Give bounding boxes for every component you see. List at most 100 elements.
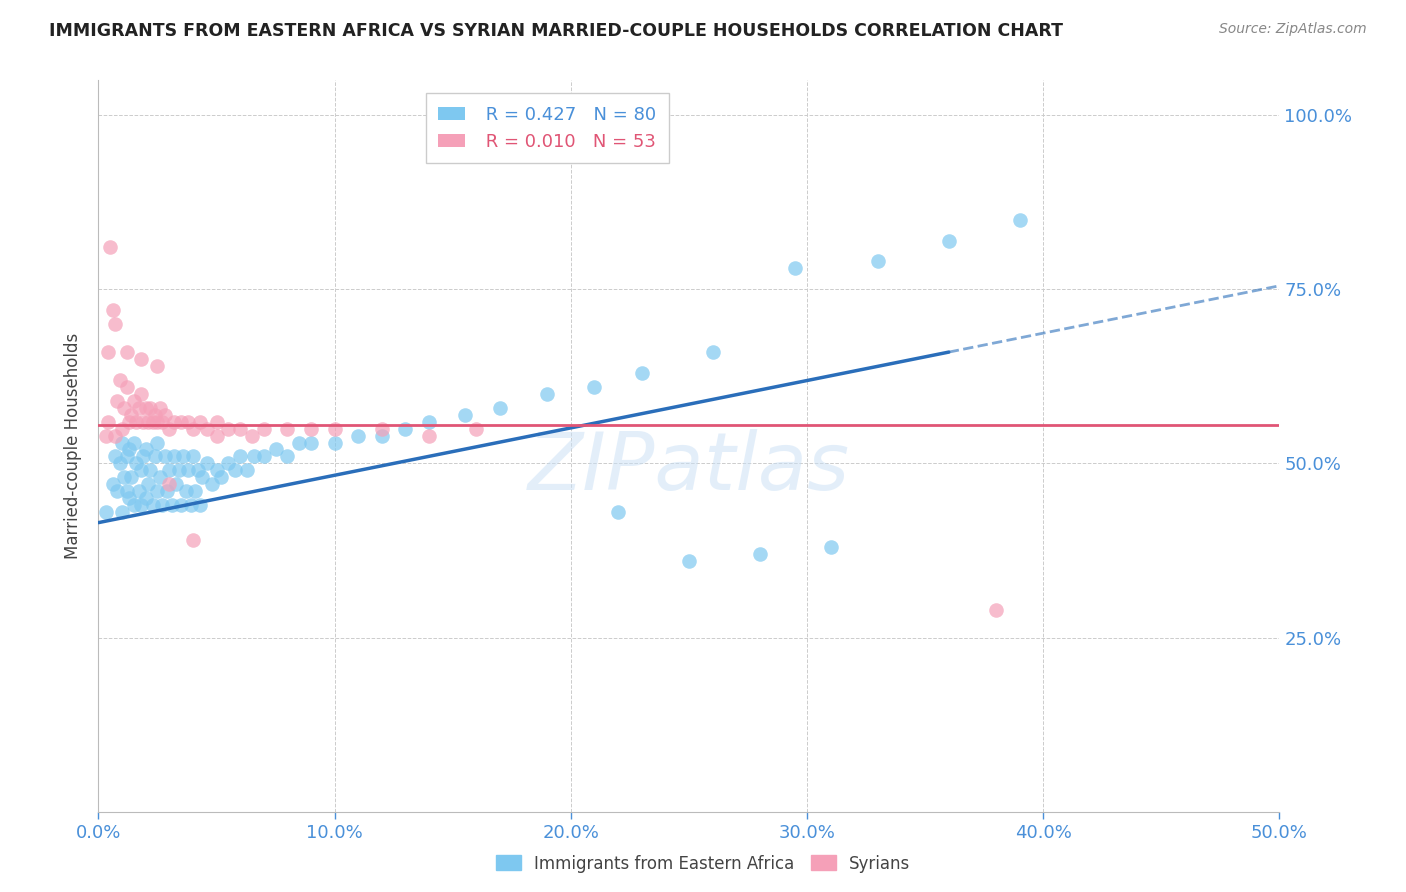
Point bbox=[299, 421, 322, 435]
Point bbox=[129, 386, 152, 401]
Point bbox=[132, 415, 155, 429]
Point bbox=[243, 450, 266, 464]
Point bbox=[139, 401, 162, 415]
Point bbox=[118, 491, 141, 506]
Point bbox=[108, 457, 131, 471]
Point bbox=[371, 421, 394, 435]
Point bbox=[143, 450, 166, 464]
Point bbox=[135, 401, 157, 415]
Point bbox=[188, 498, 211, 512]
Point bbox=[157, 463, 180, 477]
Point bbox=[98, 240, 121, 254]
Point bbox=[156, 484, 179, 499]
Point bbox=[153, 450, 176, 464]
Point bbox=[135, 442, 157, 457]
Legend:  R = 0.427   N = 80,  R = 0.010   N = 53: R = 0.427 N = 80, R = 0.010 N = 53 bbox=[426, 93, 669, 163]
Point bbox=[229, 450, 252, 464]
Point bbox=[170, 498, 193, 512]
Point bbox=[181, 533, 204, 547]
Point bbox=[240, 428, 263, 442]
Point bbox=[748, 547, 770, 561]
Point bbox=[146, 415, 169, 429]
Point bbox=[187, 463, 209, 477]
Text: ZIPatlas: ZIPatlas bbox=[527, 429, 851, 507]
Point bbox=[118, 415, 141, 429]
Point bbox=[125, 457, 148, 471]
Point bbox=[217, 457, 239, 471]
Point bbox=[101, 477, 124, 491]
Point bbox=[165, 477, 187, 491]
Point bbox=[118, 442, 141, 457]
Point bbox=[299, 435, 322, 450]
Point bbox=[115, 484, 138, 499]
Point bbox=[188, 415, 211, 429]
Point bbox=[264, 442, 287, 457]
Point bbox=[105, 484, 128, 499]
Point bbox=[132, 450, 155, 464]
Point bbox=[129, 351, 152, 366]
Point bbox=[1008, 212, 1031, 227]
Point bbox=[288, 435, 311, 450]
Point bbox=[536, 386, 558, 401]
Point bbox=[191, 470, 214, 484]
Point bbox=[276, 421, 298, 435]
Point bbox=[139, 463, 162, 477]
Point bbox=[146, 359, 169, 373]
Point bbox=[678, 554, 700, 568]
Point bbox=[97, 415, 120, 429]
Point bbox=[136, 415, 159, 429]
Point bbox=[181, 450, 204, 464]
Point bbox=[195, 421, 218, 435]
Point bbox=[122, 498, 145, 512]
Point bbox=[115, 380, 138, 394]
Point bbox=[135, 491, 157, 506]
Point bbox=[224, 463, 246, 477]
Point bbox=[146, 435, 169, 450]
Point bbox=[115, 450, 138, 464]
Point bbox=[104, 450, 127, 464]
Legend: Immigrants from Eastern Africa, Syrians: Immigrants from Eastern Africa, Syrians bbox=[489, 848, 917, 880]
Point bbox=[149, 470, 172, 484]
Point bbox=[465, 421, 488, 435]
Point bbox=[121, 408, 143, 422]
Point bbox=[146, 484, 169, 499]
Point bbox=[112, 401, 135, 415]
Point bbox=[785, 261, 807, 276]
Point bbox=[128, 401, 150, 415]
Point bbox=[174, 484, 197, 499]
Point bbox=[583, 380, 606, 394]
Point bbox=[108, 373, 131, 387]
Point bbox=[136, 477, 159, 491]
Point bbox=[111, 435, 134, 450]
Point bbox=[172, 450, 194, 464]
Point bbox=[205, 428, 228, 442]
Point bbox=[105, 393, 128, 408]
Point bbox=[938, 234, 960, 248]
Point bbox=[111, 505, 134, 519]
Point bbox=[630, 366, 652, 380]
Point bbox=[143, 408, 166, 422]
Point bbox=[418, 428, 440, 442]
Point bbox=[157, 477, 180, 491]
Point bbox=[157, 421, 180, 435]
Point bbox=[217, 421, 239, 435]
Point bbox=[94, 505, 117, 519]
Point bbox=[150, 415, 173, 429]
Point bbox=[181, 421, 204, 435]
Point bbox=[149, 401, 172, 415]
Point bbox=[253, 421, 276, 435]
Point bbox=[142, 498, 165, 512]
Point bbox=[177, 463, 200, 477]
Point bbox=[276, 450, 298, 464]
Point bbox=[702, 345, 724, 359]
Point bbox=[229, 421, 252, 435]
Point bbox=[209, 470, 232, 484]
Point bbox=[101, 303, 124, 318]
Point bbox=[128, 484, 150, 499]
Point bbox=[163, 415, 186, 429]
Point bbox=[167, 463, 190, 477]
Point bbox=[177, 415, 200, 429]
Point bbox=[129, 463, 152, 477]
Point bbox=[984, 603, 1007, 617]
Point bbox=[97, 345, 120, 359]
